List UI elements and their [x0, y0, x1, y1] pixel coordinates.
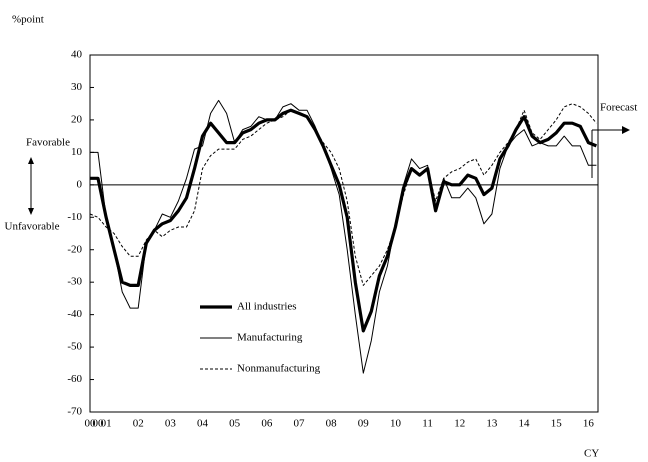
x-tick-label: 01	[101, 418, 112, 430]
unfavorable-label: Unfavorable	[5, 221, 60, 233]
y-tick-label: -30	[67, 276, 82, 288]
y-tick-label: -40	[67, 308, 82, 320]
x-tick-label: 00	[85, 418, 97, 430]
x-tick-label: 08	[326, 418, 338, 430]
y-tick-label: 20	[71, 113, 83, 125]
favorable-arrow	[28, 157, 34, 215]
x-tick-label: 13	[486, 418, 498, 430]
x-tick-label: 16	[583, 418, 595, 430]
x-axis-label: CY	[584, 448, 599, 460]
y-tick-label: 0	[77, 178, 83, 190]
x-tick-label: 00	[93, 418, 105, 430]
forecast-arrow	[591, 126, 630, 178]
y-tick-label: 10	[71, 146, 83, 158]
series-line	[89, 103, 597, 286]
x-tick-label: 10	[390, 418, 402, 430]
x-tick-label: 04	[197, 418, 209, 430]
x-tick-label: 11	[422, 418, 433, 430]
y-axis-label: %point	[12, 14, 44, 26]
x-tick-label: 02	[133, 418, 144, 430]
series-line	[90, 108, 598, 333]
forecast-label: Forecast	[600, 102, 637, 114]
x-tick-label: 09	[358, 418, 370, 430]
x-tick-label: 14	[519, 418, 531, 430]
y-tick-label: 40	[71, 49, 83, 61]
x-tick-label: 12	[454, 418, 465, 430]
plot-frame	[89, 54, 599, 413]
x-tick-label: 07	[293, 418, 305, 430]
series-line	[90, 99, 597, 374]
x-tick-label: 03	[165, 418, 177, 430]
x-tick-label: 15	[551, 418, 563, 430]
x-tick-label: 05	[229, 418, 241, 430]
y-tick-label: -50	[67, 341, 82, 353]
legend-label: Nonmanufacturing	[237, 363, 321, 375]
y-tick-label: 30	[71, 81, 83, 93]
y-tick-label: -60	[67, 373, 82, 385]
y-tick-label: -10	[67, 211, 82, 223]
x-tick-label: 06	[261, 418, 273, 430]
y-tick-label: -70	[67, 406, 82, 418]
y-tick-label: -20	[67, 243, 82, 255]
legend-label: Manufacturing	[237, 332, 303, 344]
favorable-label: Favorable	[26, 137, 70, 149]
legend-label: All industries	[237, 301, 297, 313]
